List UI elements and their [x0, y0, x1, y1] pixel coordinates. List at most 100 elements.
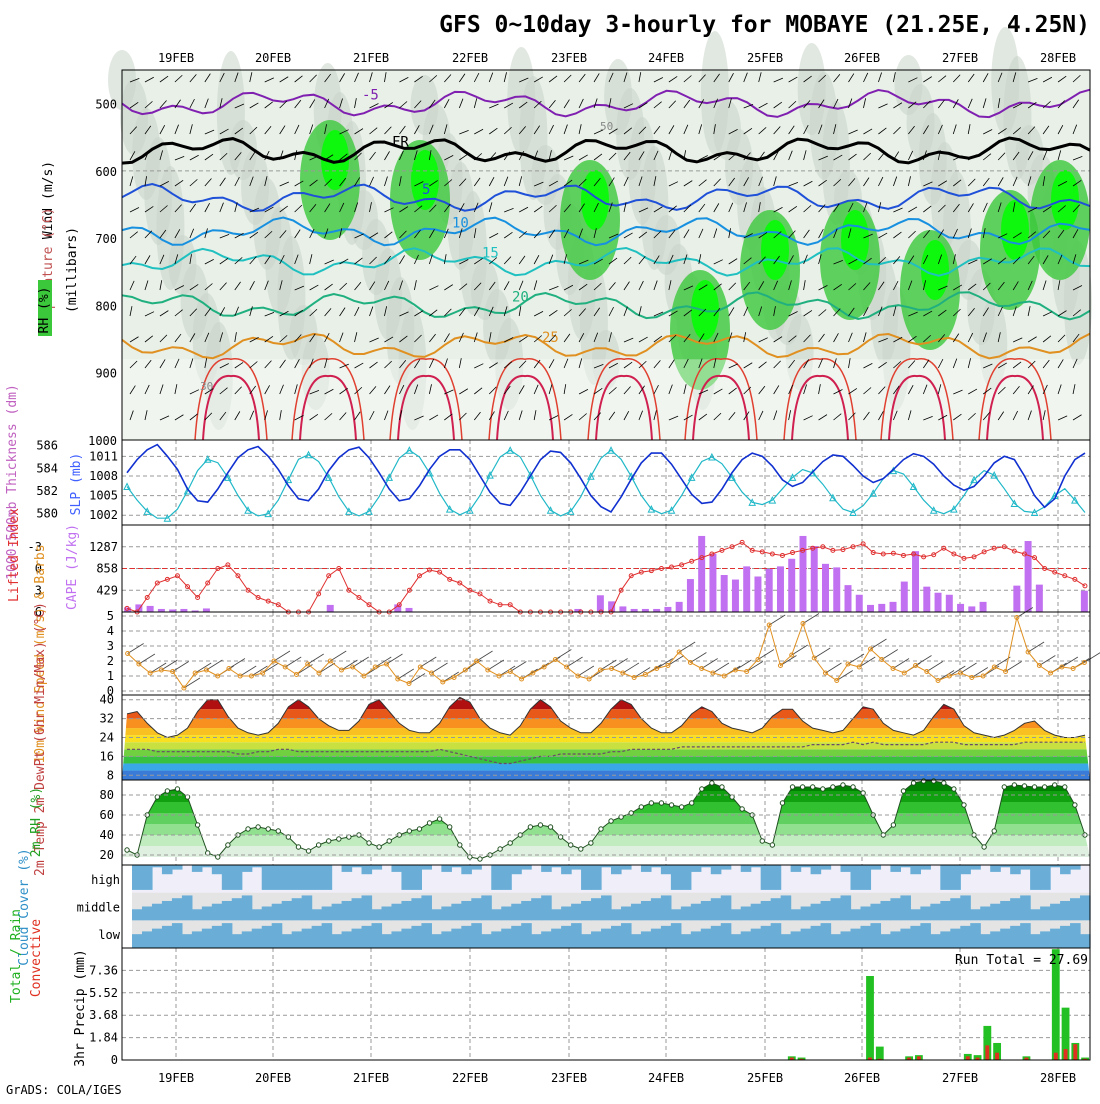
wind-barb — [593, 228, 597, 239]
wind-barb — [863, 387, 872, 395]
cloud-bar-middle — [591, 898, 602, 921]
rh-marker — [598, 826, 604, 832]
wind-barb — [249, 231, 259, 239]
wind-barb — [608, 282, 616, 291]
temp-band — [122, 756, 1090, 764]
wind-speed-marker — [136, 661, 142, 667]
wind-barb — [803, 334, 811, 343]
cloud-bar-middle — [391, 903, 403, 921]
wind-barb — [533, 359, 541, 369]
lifted-marker — [265, 598, 271, 604]
cloud-bar-middle — [501, 906, 512, 921]
wind-barb — [444, 413, 453, 421]
wind-barb — [189, 389, 200, 395]
wind-barb — [638, 176, 643, 187]
wind-barb — [878, 386, 886, 395]
rh-marker — [799, 784, 806, 790]
wind-barb — [309, 254, 313, 265]
wind-barb — [967, 228, 972, 239]
axis-label-temp2m: 2m Temp 2m DewPt (6hr Min/Max) (°C) — [33, 602, 48, 876]
wind-barb — [548, 415, 559, 421]
precip-convective-bar — [916, 1056, 921, 1060]
wind-barb — [848, 98, 853, 109]
wind-barb-10m — [701, 658, 718, 669]
wind-barb — [788, 335, 797, 343]
cape-bar — [1024, 541, 1032, 612]
wind-barb — [863, 332, 867, 343]
cloud-category-label: low — [98, 928, 120, 942]
wind-barb — [833, 389, 843, 395]
cloud-bar-middle — [870, 903, 882, 921]
date-tick-top: 27FEB — [942, 51, 978, 65]
wind-speed-marker — [991, 664, 997, 670]
cloud-bar-middle — [301, 895, 313, 921]
wind-barb — [533, 100, 542, 109]
wind-barb — [863, 411, 870, 421]
pressure-tick: 1000 — [88, 434, 117, 448]
wind-barb — [354, 152, 362, 161]
cloud-bar-high — [1070, 865, 1081, 870]
wind-barb — [728, 332, 733, 343]
wind-barb — [324, 358, 328, 369]
rh-marker — [1052, 782, 1058, 788]
lifted-marker — [427, 567, 433, 573]
wind-barb-10m — [937, 670, 955, 681]
wind-barb — [399, 101, 408, 109]
wind-barb — [369, 232, 379, 239]
cape-bar — [124, 607, 132, 612]
wind-barb — [1057, 100, 1065, 109]
wind-barb — [638, 385, 645, 395]
thickness-marker — [284, 475, 293, 484]
wind-barb — [593, 98, 598, 109]
wind-barb — [384, 255, 391, 265]
lifted-marker — [1082, 583, 1088, 589]
cape-bar — [574, 608, 582, 612]
wind-barb — [204, 203, 210, 213]
wind-barb — [504, 102, 514, 109]
rh-marker — [366, 840, 372, 846]
cloud-bar-low — [311, 925, 323, 948]
wind-barb — [848, 332, 853, 343]
wind-barb-10m — [859, 656, 876, 668]
wind-barb — [1057, 125, 1064, 135]
wind-barb — [384, 231, 393, 239]
cloud-bar-middle — [581, 900, 592, 921]
wind-barb — [713, 154, 723, 161]
precip-convective-bar — [985, 1045, 990, 1060]
cape-bar — [979, 601, 987, 612]
wind-barb — [952, 74, 961, 83]
wind-barb — [473, 282, 482, 291]
wind-barb-10m — [555, 649, 572, 660]
wind-speed-marker — [710, 670, 716, 676]
temperature-contour-warm — [202, 375, 260, 441]
cloud-bar-middle — [980, 906, 991, 921]
temp-tick: 24 — [100, 731, 114, 745]
wind-barb-10m — [768, 614, 786, 626]
slp-tick: 1005 — [89, 489, 118, 503]
lifted-marker — [638, 569, 644, 575]
wind-barb — [863, 257, 872, 265]
wind-barb — [429, 414, 439, 421]
rh-bright-patch — [921, 240, 949, 300]
temperature-contour-warm — [397, 375, 455, 441]
wind-barb — [219, 202, 224, 213]
thickness-tick: 580 — [36, 507, 58, 521]
rh-marker — [447, 824, 453, 830]
wind-speed-marker — [800, 621, 806, 626]
wind-barb — [878, 72, 882, 83]
lifted-marker — [679, 562, 685, 568]
wind-barb-10m — [228, 658, 246, 669]
wind-speed-marker — [530, 670, 536, 676]
cloud-bar-low — [770, 923, 782, 948]
wind-barb — [863, 307, 869, 317]
cape-bar — [878, 603, 886, 612]
rh-marker — [275, 828, 281, 834]
lifted-marker — [759, 549, 765, 555]
temp-band — [122, 735, 1090, 743]
wind-barb — [1012, 151, 1020, 161]
cloud-bar-middle — [451, 903, 462, 921]
wind-tick: 3 — [107, 639, 114, 653]
wind-barb — [563, 358, 569, 369]
wind-barb-10m — [847, 653, 865, 665]
wind-barb — [668, 76, 678, 83]
